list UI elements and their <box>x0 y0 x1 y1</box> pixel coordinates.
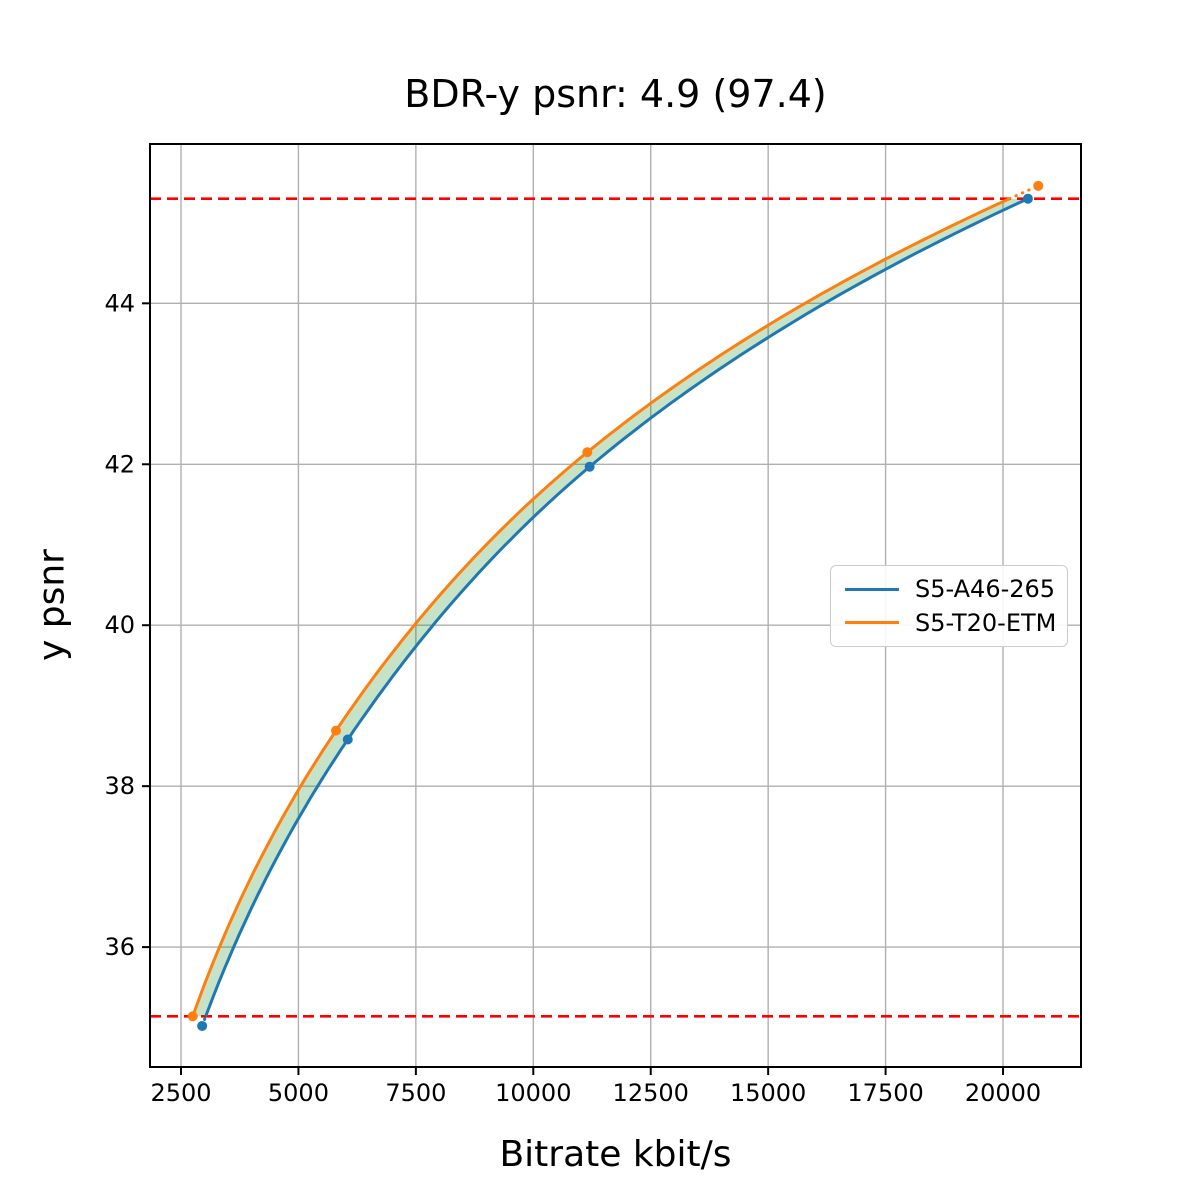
x-tick-label: 12500 <box>613 1079 689 1107</box>
data-point-marker-0 <box>342 734 353 745</box>
x-tick-label: 5000 <box>268 1079 329 1107</box>
series-curve-0 <box>204 197 1029 1017</box>
data-point-marker-1 <box>1033 180 1044 191</box>
x-tick-label: 20000 <box>965 1079 1041 1107</box>
chart-title: BDR-y psnr: 4.9 (97.4) <box>404 72 827 116</box>
legend-entry-0: S5-A46-265 <box>831 577 1067 601</box>
legend-entry-1: S5-T20-ETM <box>831 611 1067 635</box>
x-tick-label: 10000 <box>495 1079 571 1107</box>
x-axis-label: Bitrate kbit/s <box>499 1134 732 1175</box>
x-tick-label: 15000 <box>730 1079 806 1107</box>
x-tick-label: 17500 <box>847 1079 923 1107</box>
legend-line-swatch-0 <box>845 587 899 591</box>
x-tick-label: 7500 <box>385 1079 446 1107</box>
y-tick-label: 42 <box>104 450 135 478</box>
axes-box <box>149 143 1082 1068</box>
y-tick-label: 44 <box>104 289 135 317</box>
legend: S5-A46-265 S5-T20-ETM <box>830 565 1068 647</box>
series-curve-dotted-1 <box>1008 184 1040 201</box>
legend-label-1: S5-T20-ETM <box>915 608 1057 637</box>
data-point-marker-0 <box>197 1020 208 1031</box>
y-tick-label: 36 <box>104 933 135 961</box>
legend-label-0: S5-A46-265 <box>915 575 1056 604</box>
data-point-marker-1 <box>187 1011 198 1022</box>
series-curve-1 <box>191 197 1011 1017</box>
y-axis-label: y psnr <box>31 549 73 661</box>
x-tick-label: 2500 <box>150 1079 211 1107</box>
y-tick-label: 38 <box>104 772 135 800</box>
legend-line-swatch-1 <box>845 621 899 625</box>
data-point-marker-0 <box>584 461 595 472</box>
data-point-marker-1 <box>331 725 342 736</box>
data-point-marker-1 <box>582 447 593 458</box>
data-point-marker-0 <box>1022 193 1033 204</box>
y-tick-label: 40 <box>104 611 135 639</box>
